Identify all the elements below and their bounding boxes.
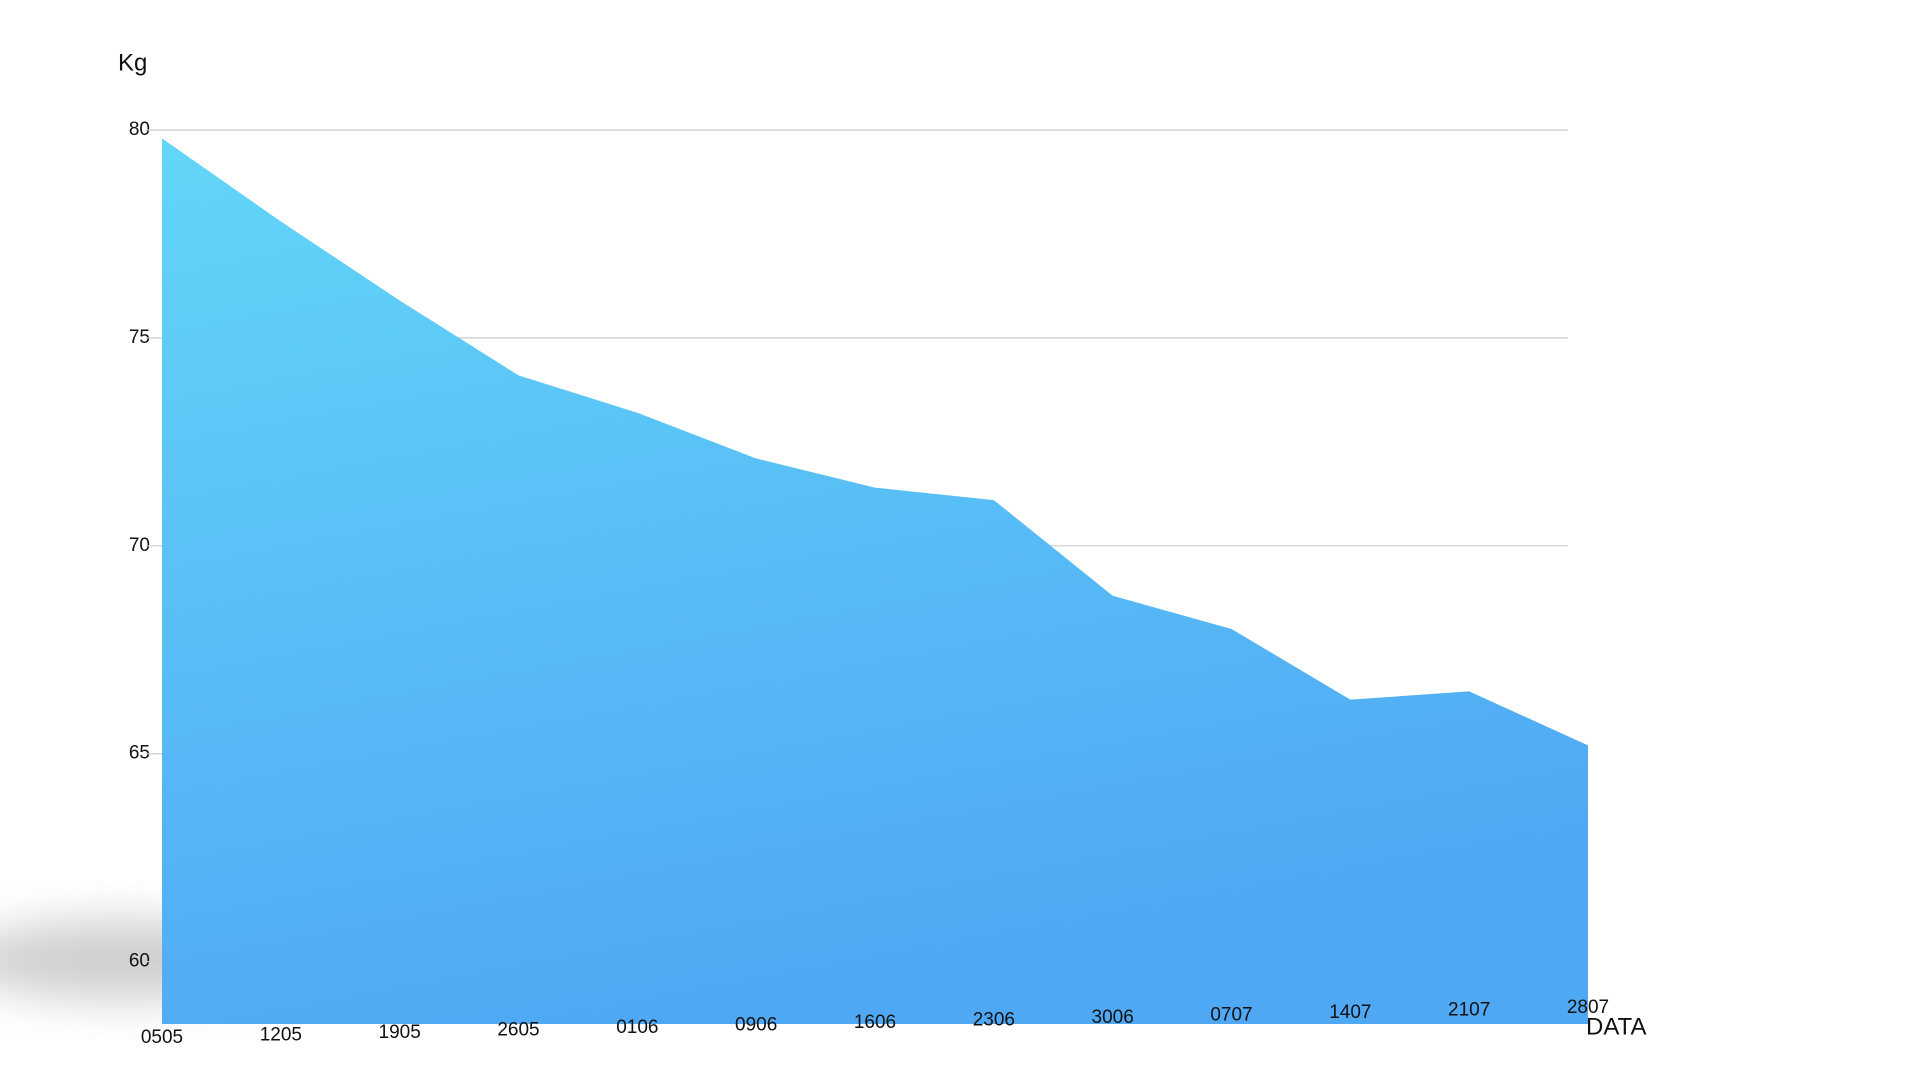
y-axis-title: Kg [118,49,147,76]
y-tick-label: 65 [129,743,150,764]
area [162,138,1588,1024]
y-tick-label: 70 [129,535,150,556]
x-tick-label: 0106 [616,1017,658,1038]
x-tick-label: 0906 [735,1015,777,1036]
x-tick-label: 1905 [379,1022,421,1043]
x-tick-label: 2306 [973,1010,1015,1031]
x-axis-title: DATA [1586,1013,1646,1040]
y-tick-label: 60 [129,951,150,972]
x-tick-label: 2605 [497,1020,539,1041]
x-tick-label: 3006 [1092,1007,1134,1028]
x-tick-label: 0505 [141,1027,183,1048]
x-tick-label: 0707 [1210,1005,1252,1026]
y-tick-label: 75 [129,327,150,348]
x-tick-label: 1205 [260,1025,302,1046]
y-tick-label: 80 [129,119,150,140]
x-tick-label: 2807 [1567,997,1609,1018]
x-tick-label: 1606 [854,1012,896,1033]
x-tick-label: 1407 [1329,1002,1371,1023]
x-tick-label: 2107 [1448,1000,1490,1021]
